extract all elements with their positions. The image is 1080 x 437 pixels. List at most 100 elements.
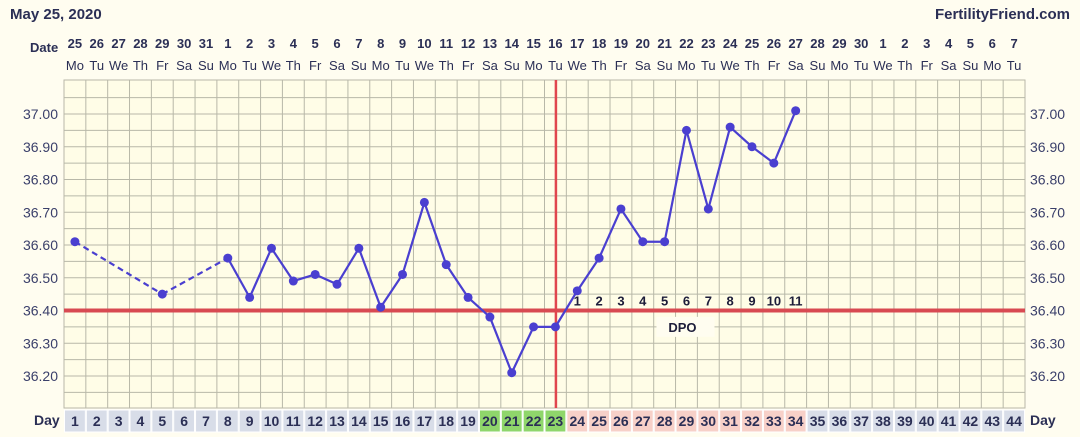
temp-line-segment bbox=[620, 208, 644, 243]
date-label: 8 bbox=[377, 36, 384, 51]
day-cell bbox=[850, 409, 873, 433]
date-label: 21 bbox=[657, 36, 671, 51]
day-label: 36 bbox=[832, 413, 848, 429]
day-label: 20 bbox=[482, 413, 498, 429]
day-label: 17 bbox=[417, 413, 433, 429]
temp-point bbox=[376, 302, 386, 312]
dpo-number: 4 bbox=[639, 294, 647, 309]
date-label: 27 bbox=[111, 36, 125, 51]
day-cell bbox=[588, 409, 611, 433]
day-cell bbox=[806, 409, 829, 433]
day-label: 5 bbox=[158, 413, 166, 429]
day-cell bbox=[238, 409, 261, 433]
weekday-label: Su bbox=[962, 58, 978, 73]
weekday-label: Mo bbox=[830, 58, 848, 73]
day-cell bbox=[1003, 409, 1026, 433]
day-label: 26 bbox=[613, 413, 629, 429]
day-label: 30 bbox=[701, 413, 717, 429]
dpo-number: 10 bbox=[767, 294, 781, 309]
weekday-label: Th bbox=[439, 58, 454, 73]
weekday-label: Th bbox=[133, 58, 148, 73]
y-tick-label-right: 36.80 bbox=[1030, 172, 1065, 188]
date-label: 26 bbox=[767, 36, 781, 51]
weekday-label: Mo bbox=[372, 58, 390, 73]
y-tick-label-right: 36.20 bbox=[1030, 368, 1065, 384]
temp-point bbox=[463, 292, 473, 302]
weekday-label: Tu bbox=[395, 58, 410, 73]
temp-point bbox=[529, 322, 539, 332]
dpo-number: 5 bbox=[661, 294, 668, 309]
weekday-label: Th bbox=[897, 58, 912, 73]
day-cell bbox=[762, 409, 785, 433]
y-tick-label-left: 36.40 bbox=[23, 303, 58, 319]
weekday-label: Tu bbox=[242, 58, 257, 73]
day-cell bbox=[478, 409, 501, 433]
date-label: 22 bbox=[679, 36, 693, 51]
day-label: 2 bbox=[93, 413, 101, 429]
weekday-label: Su bbox=[198, 58, 214, 73]
date-label: 3 bbox=[268, 36, 275, 51]
temp-line-segment bbox=[336, 247, 360, 285]
y-tick-label-right: 37.00 bbox=[1030, 106, 1065, 122]
y-tick-label-left: 36.50 bbox=[23, 270, 58, 286]
day-cell bbox=[391, 409, 414, 433]
day-cell bbox=[129, 409, 152, 433]
weekday-label: Su bbox=[504, 58, 520, 73]
y-tick-label-right: 36.90 bbox=[1030, 139, 1065, 155]
temp-point bbox=[441, 260, 451, 270]
date-label: 23 bbox=[701, 36, 715, 51]
temp-point bbox=[616, 204, 626, 214]
weekday-label: Tu bbox=[701, 58, 716, 73]
day-row-label-right: Day bbox=[1030, 412, 1056, 428]
date-label: 31 bbox=[199, 36, 213, 51]
dpo-number: 2 bbox=[595, 294, 602, 309]
weekday-label: Su bbox=[657, 58, 673, 73]
y-tick-label-right: 36.70 bbox=[1030, 204, 1065, 220]
day-label: 13 bbox=[329, 413, 345, 429]
weekday-label: We bbox=[873, 58, 892, 73]
day-cell bbox=[981, 409, 1004, 433]
day-label: 4 bbox=[137, 413, 145, 429]
day-label: 18 bbox=[438, 413, 454, 429]
date-label: 24 bbox=[723, 36, 738, 51]
day-label: 28 bbox=[657, 413, 673, 429]
weekday-label: Fr bbox=[462, 58, 475, 73]
dpo-number: 6 bbox=[683, 294, 690, 309]
weekday-label: Sa bbox=[176, 58, 193, 73]
day-label: 41 bbox=[941, 413, 957, 429]
y-tick-label-right: 36.60 bbox=[1030, 237, 1065, 253]
day-cell bbox=[413, 409, 436, 433]
weekday-label: Tu bbox=[854, 58, 869, 73]
temp-point bbox=[703, 204, 713, 214]
day-cell bbox=[173, 409, 196, 433]
temp-point bbox=[354, 243, 364, 253]
temp-line-segment bbox=[729, 126, 753, 148]
temp-point bbox=[594, 253, 604, 263]
day-cell bbox=[741, 409, 763, 433]
date-label: 20 bbox=[636, 36, 650, 51]
temp-point bbox=[266, 243, 276, 253]
date-label: 19 bbox=[614, 36, 628, 51]
day-label: 38 bbox=[875, 413, 891, 429]
date-label: 6 bbox=[333, 36, 340, 51]
date-row-label: Date bbox=[30, 40, 58, 55]
dpo-label-bg bbox=[656, 316, 715, 337]
day-label: 9 bbox=[246, 413, 254, 429]
day-cell bbox=[828, 409, 851, 433]
day-cell bbox=[151, 409, 174, 433]
day-label: 1 bbox=[71, 413, 79, 429]
weekday-label: We bbox=[568, 58, 587, 73]
temp-point bbox=[572, 286, 582, 296]
temp-point bbox=[485, 312, 495, 322]
day-label: 35 bbox=[810, 413, 826, 429]
temp-line-segment bbox=[401, 202, 426, 275]
y-tick-label-left: 36.20 bbox=[23, 368, 58, 384]
day-cell bbox=[282, 409, 305, 433]
dpo-number: 7 bbox=[705, 294, 712, 309]
date-label: 9 bbox=[399, 36, 406, 51]
temp-line-segment bbox=[467, 296, 491, 318]
day-label: 33 bbox=[766, 413, 782, 429]
temp-line-segment bbox=[685, 130, 710, 210]
temp-point bbox=[550, 322, 560, 332]
weekday-label: We bbox=[721, 58, 740, 73]
